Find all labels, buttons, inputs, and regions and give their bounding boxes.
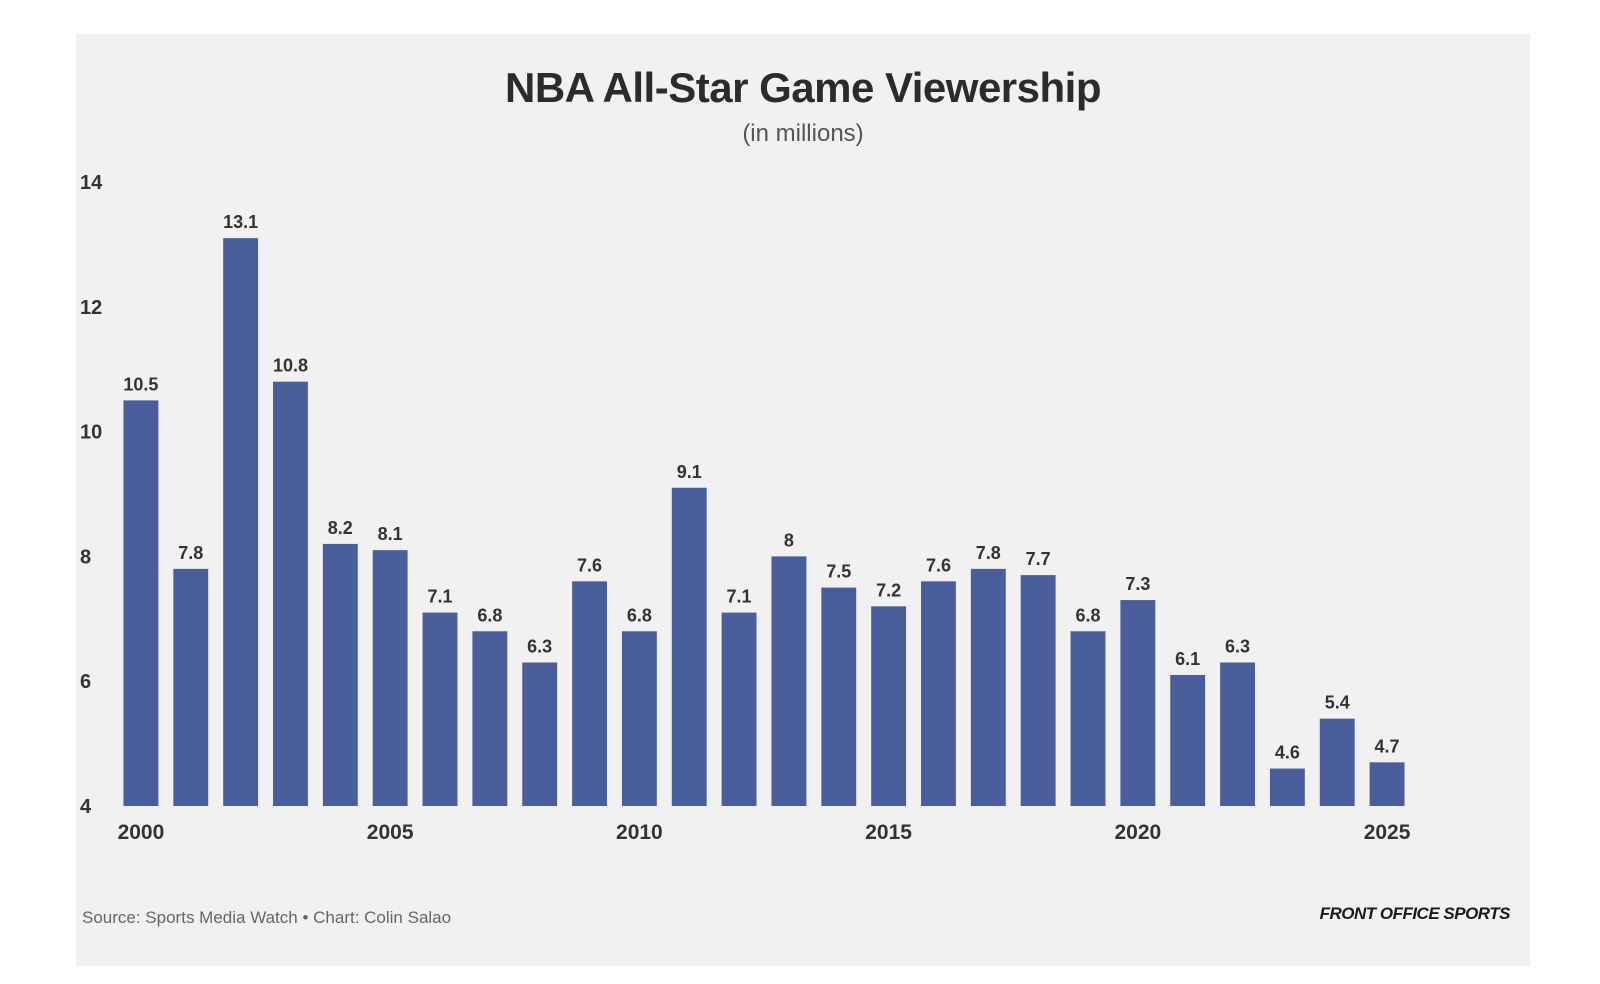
bar-value-label: 7.6	[926, 555, 951, 575]
bar-value-label: 8	[784, 530, 794, 550]
bar-value-label: 7.6	[577, 555, 602, 575]
bar-2002	[223, 238, 259, 806]
x-tick-label: 2010	[616, 821, 663, 844]
bar-value-label: 8.2	[328, 518, 353, 538]
x-tick-label: 2015	[865, 821, 912, 844]
bar-2011	[671, 487, 707, 806]
bar-value-label: 7.1	[427, 587, 452, 607]
bar-2019	[1070, 631, 1106, 806]
bar-2000	[123, 400, 159, 806]
bar-value-label: 6.1	[1175, 649, 1200, 669]
x-tick-label: 2020	[1114, 821, 1161, 844]
bar-2012	[721, 612, 757, 806]
bar-2010	[621, 631, 657, 806]
bar-chart: 4 6 8 10 12 14 10.5 7.8 13.1 10.8 8.2 8.1 7.1 6.8 6.3 7…	[80, 172, 1411, 844]
bar-2001	[173, 568, 209, 806]
bar-value-label: 6.8	[627, 605, 652, 625]
bar-2003	[273, 381, 308, 806]
bar-2008	[522, 662, 558, 806]
bar-2016	[921, 581, 956, 806]
bar-value-label: 6.3	[527, 636, 552, 656]
y-tick-label: 8	[80, 546, 91, 568]
x-tick-label: 2005	[367, 821, 414, 844]
bar-2006	[422, 612, 458, 806]
bar-2014	[821, 587, 857, 806]
bar-value-label: 7.5	[826, 562, 851, 582]
bar-2025	[1369, 762, 1405, 806]
y-tick-label: 4	[80, 796, 92, 818]
y-tick-label: 6	[80, 671, 91, 693]
bar-value-label: 6.8	[1075, 605, 1100, 625]
bar-2009	[572, 581, 607, 806]
chart-subtitle: (in millions)	[742, 120, 864, 147]
bar-2007	[472, 631, 508, 806]
bar-2022	[1220, 662, 1255, 806]
y-tick-label: 10	[80, 422, 102, 444]
bar-value-label: 10.8	[273, 356, 308, 376]
bar-value-label: 4.6	[1275, 743, 1300, 763]
bar-2020	[1120, 600, 1156, 806]
bar-2021	[1170, 674, 1206, 806]
bar-2005	[372, 550, 408, 806]
chart-title: NBA All-Star Game Viewership	[505, 64, 1101, 111]
y-tick-label: 12	[80, 297, 102, 319]
bar-value-label: 5.4	[1325, 693, 1350, 713]
bar-value-label: 6.8	[477, 605, 502, 625]
bar-value-label: 7.8	[976, 543, 1001, 563]
bar-2004	[322, 543, 358, 806]
x-tick-label: 2000	[118, 821, 165, 844]
bar-2017	[970, 568, 1006, 806]
bar-value-label: 7.1	[727, 587, 752, 607]
source-note: Source: Sports Media Watch • Chart: Coli…	[82, 908, 452, 927]
bar-value-label: 7.2	[876, 580, 901, 600]
x-tick-label: 2025	[1364, 821, 1411, 844]
bar-value-label: 6.3	[1225, 636, 1250, 656]
bar-value-label: 4.7	[1375, 736, 1400, 756]
bar-value-label: 13.1	[223, 212, 258, 232]
bar-value-label: 8.1	[378, 524, 403, 544]
bar-value-label: 7.7	[1026, 549, 1051, 569]
bar-2023	[1269, 768, 1305, 806]
bar-value-label: 7.3	[1125, 574, 1150, 594]
brand-logo: FRONT OFFICE SPORTS	[1319, 904, 1511, 923]
bar-value-label: 9.1	[677, 462, 702, 482]
bar-value-label: 10.5	[123, 374, 158, 394]
y-tick-label: 14	[80, 172, 103, 194]
bar-2024	[1319, 718, 1355, 806]
bar-value-label: 7.8	[178, 543, 203, 563]
bar-2015	[871, 606, 907, 806]
bar-2018	[1020, 575, 1056, 806]
chart-card: NBA All-Star Game Viewership (in million…	[76, 34, 1530, 966]
bar-2013	[771, 556, 807, 806]
